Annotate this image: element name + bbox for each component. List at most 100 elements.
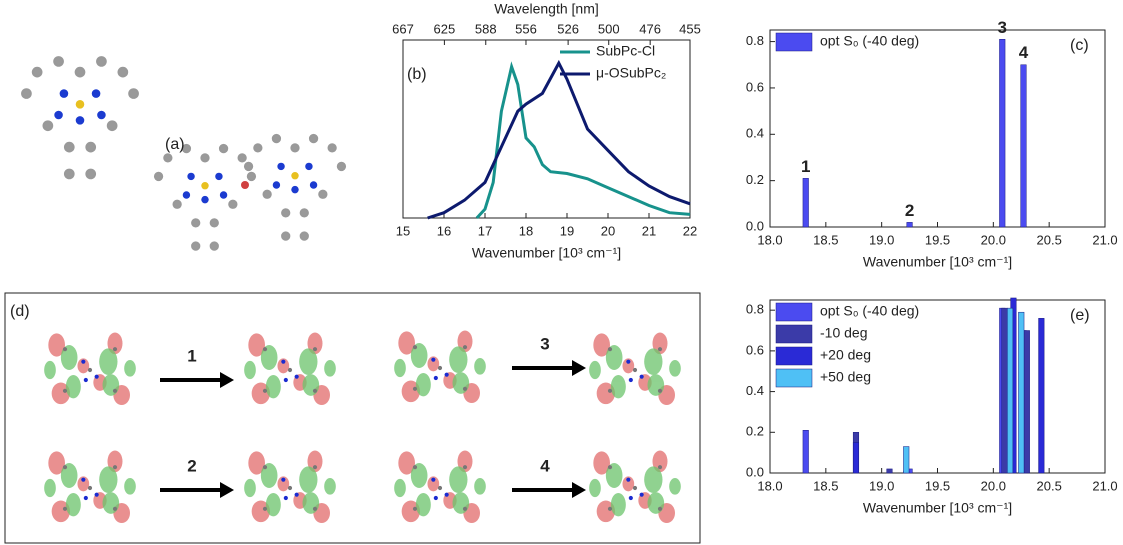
x2-axis-label: Wavelength [nm] [494, 1, 599, 17]
y-tick-label: 0.2 [746, 424, 764, 439]
orbital-image [44, 450, 136, 523]
y-tick-label: 0.4 [746, 383, 764, 398]
y-tick-label: 0.6 [746, 342, 764, 357]
panel-label: (c) [1070, 37, 1089, 54]
spectrum-line [475, 61, 691, 220]
orbital-image [244, 332, 336, 405]
panel-label: (d) [10, 303, 30, 320]
spectrum-line [427, 59, 691, 220]
transition-label: 4 [540, 456, 550, 475]
x-axis-label: Wavenumber [10³ cm⁻¹] [863, 500, 1012, 516]
bar-label: 1 [801, 157, 810, 176]
x-tick-label: 19 [560, 223, 574, 238]
orbital-image [589, 332, 681, 405]
panel-label: (e) [1070, 307, 1090, 324]
y-tick-label: 0.6 [746, 79, 764, 94]
oxygen-atom [241, 181, 249, 189]
x-tick-label: 19.5 [925, 232, 950, 247]
x-tick-label: 20.5 [1037, 478, 1062, 493]
orbital-image [394, 450, 486, 523]
legend-swatch [775, 324, 813, 344]
bar-label: 4 [1019, 43, 1029, 62]
bar [1020, 64, 1027, 228]
legend-swatch [775, 32, 813, 52]
legend-label: +20 deg [820, 347, 871, 363]
molecule-image [243, 133, 347, 242]
x-tick-label: 19.0 [869, 478, 894, 493]
x2-tick-label: 667 [392, 21, 414, 36]
bar [1018, 311, 1025, 474]
x-tick-label: 19.0 [869, 232, 894, 247]
x-tick-label: 16 [437, 223, 451, 238]
y-tick-label: 0.4 [746, 126, 764, 141]
bar [802, 178, 809, 228]
panel-label: (b) [407, 66, 427, 83]
transition-label: 2 [187, 456, 196, 475]
x-tick-label: 18.0 [757, 232, 782, 247]
arrow-heads [220, 360, 586, 498]
legend-label: μ-OSubPc₂ [596, 65, 666, 81]
orbital-image [394, 330, 486, 403]
bar [1023, 330, 1030, 474]
legend-label: SubPc-Cl [596, 43, 655, 59]
x-tick-label: 18.5 [813, 478, 838, 493]
x-tick-label: 22 [683, 223, 697, 238]
y-tick-label: 0.0 [746, 218, 764, 233]
x-tick-label: 15 [396, 223, 410, 238]
orbital-image [44, 332, 136, 405]
x-tick-label: 20.5 [1037, 232, 1062, 247]
transition-label: 1 [187, 346, 196, 365]
x-tick-label: 21.0 [1092, 232, 1117, 247]
bar [1001, 307, 1008, 474]
y-tick-label: 0.8 [746, 33, 764, 48]
x-tick-label: 18 [519, 223, 533, 238]
x-tick-label: 21.0 [1092, 478, 1117, 493]
x2-tick-label: 588 [475, 21, 497, 36]
x-tick-label: 18.0 [757, 478, 782, 493]
x-axis-label: Wavenumber [10³ cm⁻¹] [863, 254, 1012, 270]
molecule-image [153, 143, 257, 251]
x-tick-label: 19.5 [925, 478, 950, 493]
x-tick-label: 18.5 [813, 232, 838, 247]
orbital-image [244, 450, 336, 523]
x-tick-label: 20.0 [981, 478, 1006, 493]
x-axis-label: Wavenumber [10³ cm⁻¹] [472, 245, 621, 261]
molecule-image [21, 56, 139, 180]
arrows [160, 366, 574, 492]
y-tick-label: 0.2 [746, 172, 764, 187]
orbital-image [589, 450, 681, 523]
x2-tick-label: 625 [434, 21, 456, 36]
x-tick-label: 17 [478, 223, 492, 238]
bar [999, 39, 1006, 228]
panel-box [4, 292, 701, 544]
y-tick-label: 0.8 [746, 302, 764, 317]
x2-tick-label: 476 [639, 21, 661, 36]
plot-frame [769, 29, 1106, 228]
x-tick-label: 20.0 [981, 232, 1006, 247]
bar [903, 446, 910, 474]
bar [906, 222, 913, 228]
bar-label: 2 [905, 201, 914, 220]
y-tick-label: 0.0 [746, 464, 764, 479]
x-tick-label: 21 [642, 223, 656, 238]
x2-tick-label: 500 [598, 21, 620, 36]
transition-label: 3 [540, 334, 549, 353]
bar [1038, 318, 1045, 474]
bar-label: 3 [998, 18, 1007, 37]
panel-label: (a) [165, 136, 185, 153]
legend-label: +50 deg [820, 369, 871, 385]
bar [886, 468, 893, 474]
x-tick-label: 20 [601, 223, 615, 238]
legend-label: -10 deg [820, 325, 867, 341]
legend-swatch [775, 368, 813, 388]
x2-tick-label: 526 [557, 21, 579, 36]
bar [802, 430, 809, 474]
bar [1007, 307, 1014, 474]
legend-label: opt S₀ (-40 deg) [820, 303, 919, 319]
x2-tick-label: 455 [679, 21, 701, 36]
x2-tick-label: 556 [515, 21, 537, 36]
plot-frame [402, 39, 691, 219]
bar [852, 442, 860, 474]
